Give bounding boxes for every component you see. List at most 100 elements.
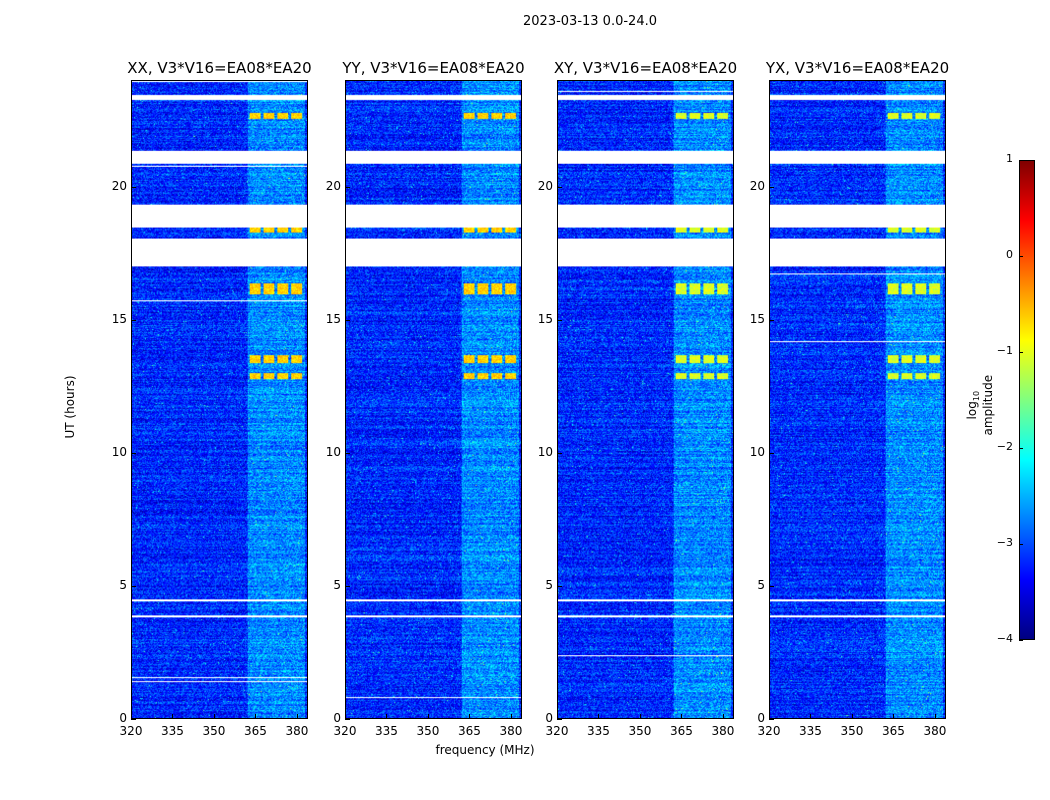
- colorbar-tick-label: −4: [996, 632, 1013, 645]
- y-tick-label: 5: [119, 577, 127, 592]
- x-tick-label: 320: [757, 724, 781, 738]
- y-tick-label: 20: [111, 178, 127, 193]
- colorbar-tick: [1019, 448, 1023, 449]
- colorbar-tick: [1019, 256, 1023, 257]
- y-tick-label: 0: [545, 711, 553, 725]
- x-tick: [851, 714, 853, 719]
- x-tick-label: 380: [499, 724, 523, 738]
- x-tick-label: 335: [161, 724, 184, 738]
- x-tick: [810, 714, 812, 719]
- x-tick-label: 380: [923, 724, 947, 738]
- heatmap-panel: [131, 80, 308, 719]
- heatmap-image: [770, 81, 945, 718]
- y-tick: [769, 319, 774, 321]
- y-tick-label: 20: [749, 178, 765, 193]
- y-tick: [131, 186, 136, 188]
- y-tick: [345, 319, 350, 321]
- heatmap-image: [558, 81, 733, 718]
- y-tick-label: 0: [757, 711, 765, 725]
- y-axis-label: UT (hours): [63, 375, 77, 439]
- panel-title: XX, V3*V16=EA08*EA20: [127, 59, 312, 77]
- x-tick: [893, 714, 895, 719]
- y-tick-label: 15: [749, 311, 765, 326]
- y-tick-label: 15: [111, 311, 127, 326]
- colorbar-tick: [1019, 640, 1023, 641]
- y-tick-label: 15: [325, 311, 341, 326]
- x-tick-label: 350: [840, 724, 864, 738]
- y-tick: [769, 452, 774, 454]
- x-tick-label: 335: [799, 724, 822, 738]
- x-tick-label: 365: [882, 724, 905, 738]
- x-tick-label: 380: [285, 724, 309, 738]
- heatmap-panel: [769, 80, 946, 719]
- y-tick: [345, 719, 350, 720]
- colorbar-label: log10 amplitude: [965, 365, 995, 445]
- y-tick: [131, 319, 136, 321]
- x-tick: [427, 714, 429, 719]
- x-tick: [934, 714, 936, 719]
- x-tick-label: 380: [711, 724, 735, 738]
- heatmap-image: [132, 81, 307, 718]
- x-tick: [213, 714, 215, 719]
- colorbar-label-sub: 10: [972, 390, 982, 402]
- x-tick-label: 320: [119, 724, 143, 738]
- x-tick: [639, 714, 641, 719]
- y-tick: [131, 452, 136, 454]
- x-tick: [510, 714, 512, 719]
- x-tick-label: 320: [545, 724, 569, 738]
- x-tick: [296, 714, 298, 719]
- x-tick: [557, 714, 558, 719]
- colorbar-tick-label: −3: [996, 536, 1013, 549]
- x-tick-label: 350: [202, 724, 226, 738]
- y-tick-label: 20: [537, 178, 553, 193]
- x-tick-label: 365: [670, 724, 693, 738]
- x-tick-label: 320: [333, 724, 357, 738]
- y-tick: [769, 585, 774, 587]
- y-tick-label: 0: [333, 711, 341, 725]
- x-tick: [345, 714, 346, 719]
- x-tick-label: 365: [244, 724, 267, 738]
- y-tick: [557, 585, 562, 587]
- y-tick: [131, 719, 136, 720]
- y-tick-label: 5: [545, 577, 553, 592]
- x-tick: [469, 714, 471, 719]
- x-axis-label: frequency (MHz): [435, 743, 535, 757]
- y-tick: [557, 719, 562, 720]
- x-tick-label: 335: [375, 724, 398, 738]
- panel-title: YX, V3*V16=EA08*EA20: [765, 59, 950, 77]
- figure-title: 2023-03-13 0.0-24.0: [523, 14, 657, 29]
- y-tick-label: 0: [119, 711, 127, 725]
- y-tick: [345, 585, 350, 587]
- colorbar-label-rest: amplitude: [981, 374, 996, 436]
- y-tick-label: 5: [333, 577, 341, 592]
- heatmap-image: [346, 81, 521, 718]
- y-tick-label: 10: [325, 444, 341, 459]
- colorbar-tick-label: 1: [1006, 152, 1013, 165]
- heatmap-panel: [557, 80, 734, 719]
- y-tick-label: 10: [111, 444, 127, 459]
- y-tick: [557, 186, 562, 188]
- y-tick-label: 5: [757, 577, 765, 592]
- y-tick-label: 10: [749, 444, 765, 459]
- x-tick-label: 350: [416, 724, 440, 738]
- y-tick: [557, 452, 562, 454]
- colorbar: [1019, 160, 1035, 640]
- colorbar-tick: [1019, 352, 1023, 353]
- x-tick: [722, 714, 724, 719]
- y-tick: [557, 319, 562, 321]
- x-tick: [386, 714, 388, 719]
- y-tick: [345, 186, 350, 188]
- x-tick-label: 335: [587, 724, 610, 738]
- x-tick: [598, 714, 600, 719]
- y-tick: [131, 585, 136, 587]
- colorbar-tick: [1019, 544, 1023, 545]
- y-tick: [769, 719, 774, 720]
- colorbar-tick: [1019, 160, 1023, 161]
- y-tick: [769, 186, 774, 188]
- colorbar-tick-label: −1: [996, 344, 1013, 357]
- y-tick: [345, 452, 350, 454]
- x-tick: [131, 714, 132, 719]
- x-tick-label: 350: [628, 724, 652, 738]
- x-tick: [681, 714, 683, 719]
- colorbar-tick-label: 0: [1006, 248, 1013, 261]
